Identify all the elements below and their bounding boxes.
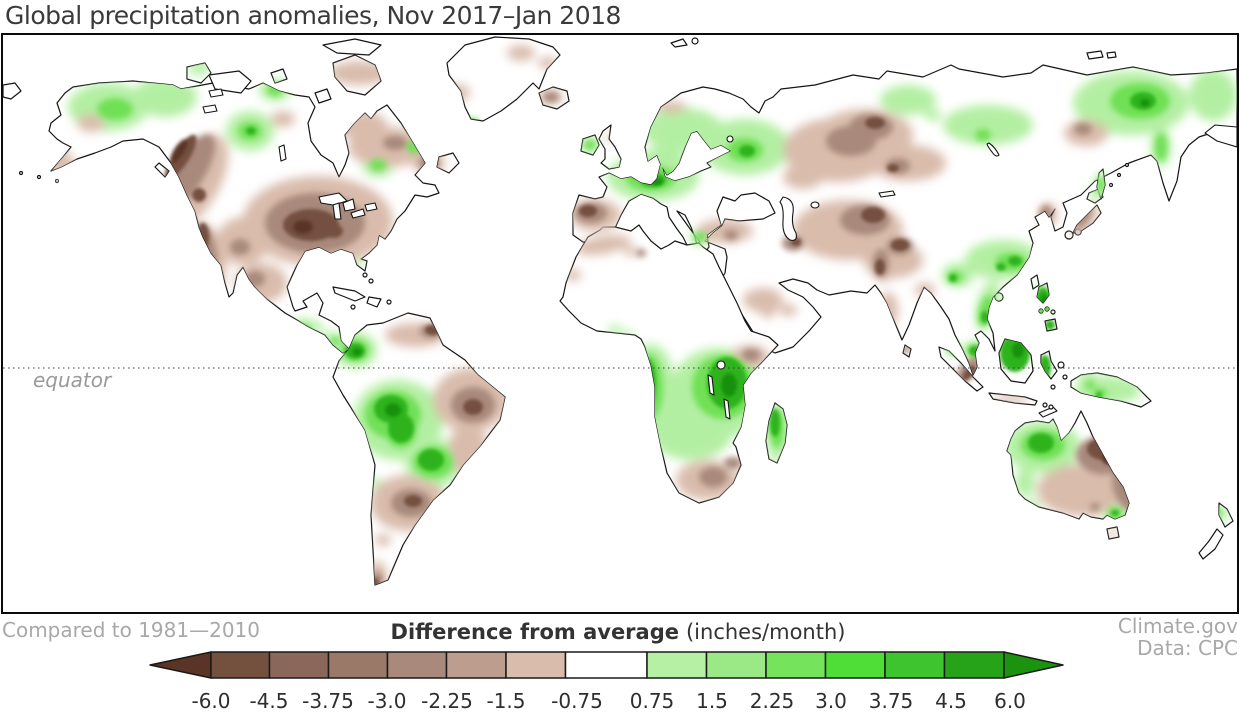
colorbar-tick-label: -0.75	[551, 689, 603, 713]
credit-line-1: Climate.gov	[1118, 614, 1238, 638]
colorbar-segment	[386, 651, 448, 679]
colorbar-tick-label: -4.5	[249, 689, 288, 713]
colorbar-segment	[884, 651, 946, 679]
colorbar-segment	[943, 651, 1005, 679]
colorbar-arrow-left	[149, 651, 212, 679]
colorbar-tick-label: 4.5	[935, 689, 967, 713]
legend: Compared to 1981—2010 Difference from av…	[2, 614, 1238, 713]
equator-label: equator	[33, 368, 113, 392]
colorbar-tick-label: -6.0	[191, 689, 230, 713]
colorbar-segment	[564, 651, 648, 679]
colorbar-segment	[268, 651, 330, 679]
colorbar-tick-label: -2.25	[421, 689, 473, 713]
colorbar-tick-label: 1.5	[696, 689, 728, 713]
lakes	[202, 88, 1237, 420]
credit-line-2: Data: CPC	[1137, 636, 1238, 660]
colorbar-tick-label: 2.25	[750, 689, 795, 713]
colorbar-tick-label: -1.5	[486, 689, 525, 713]
colorbar-tick-label: 3.0	[815, 689, 847, 713]
colorbar-segment	[824, 651, 886, 679]
colorbar-segment	[445, 651, 507, 679]
colorbar-ticks: -6.0 -4.5 -3.75 -3.0 -2.25 -1.5 -0.75 0.75 1.5 2.…	[191, 689, 1025, 713]
colorbar-segment	[210, 651, 271, 679]
legend-title-units: (inches/month)	[686, 620, 845, 644]
map-frame: equator	[1, 33, 1239, 614]
colorbar-tick-label: -3.75	[302, 689, 354, 713]
colorbar-segment	[646, 651, 708, 679]
colorbar-tick-label: 0.75	[630, 689, 675, 713]
colorbar-segment	[505, 651, 567, 679]
colorbar-tick-label: -3.0	[367, 689, 406, 713]
colorbar-segment	[765, 651, 827, 679]
colorbar-arrow-right	[1003, 651, 1064, 679]
colorbar-segment	[705, 651, 767, 679]
colorbar	[210, 651, 1005, 679]
baseline-note: Compared to 1981—2010	[2, 618, 260, 642]
colorbar-segment	[327, 651, 389, 679]
legend-title: Difference from average (inches/month)	[391, 620, 846, 644]
colorbar-tick-label: 6.0	[994, 689, 1026, 713]
colorbar-tick-label: 3.75	[869, 689, 914, 713]
world-map: equator	[3, 36, 1237, 586]
legend-title-bold: Difference from average	[391, 620, 679, 644]
page-title: Global precipitation anomalies, Nov 2017…	[5, 1, 621, 30]
